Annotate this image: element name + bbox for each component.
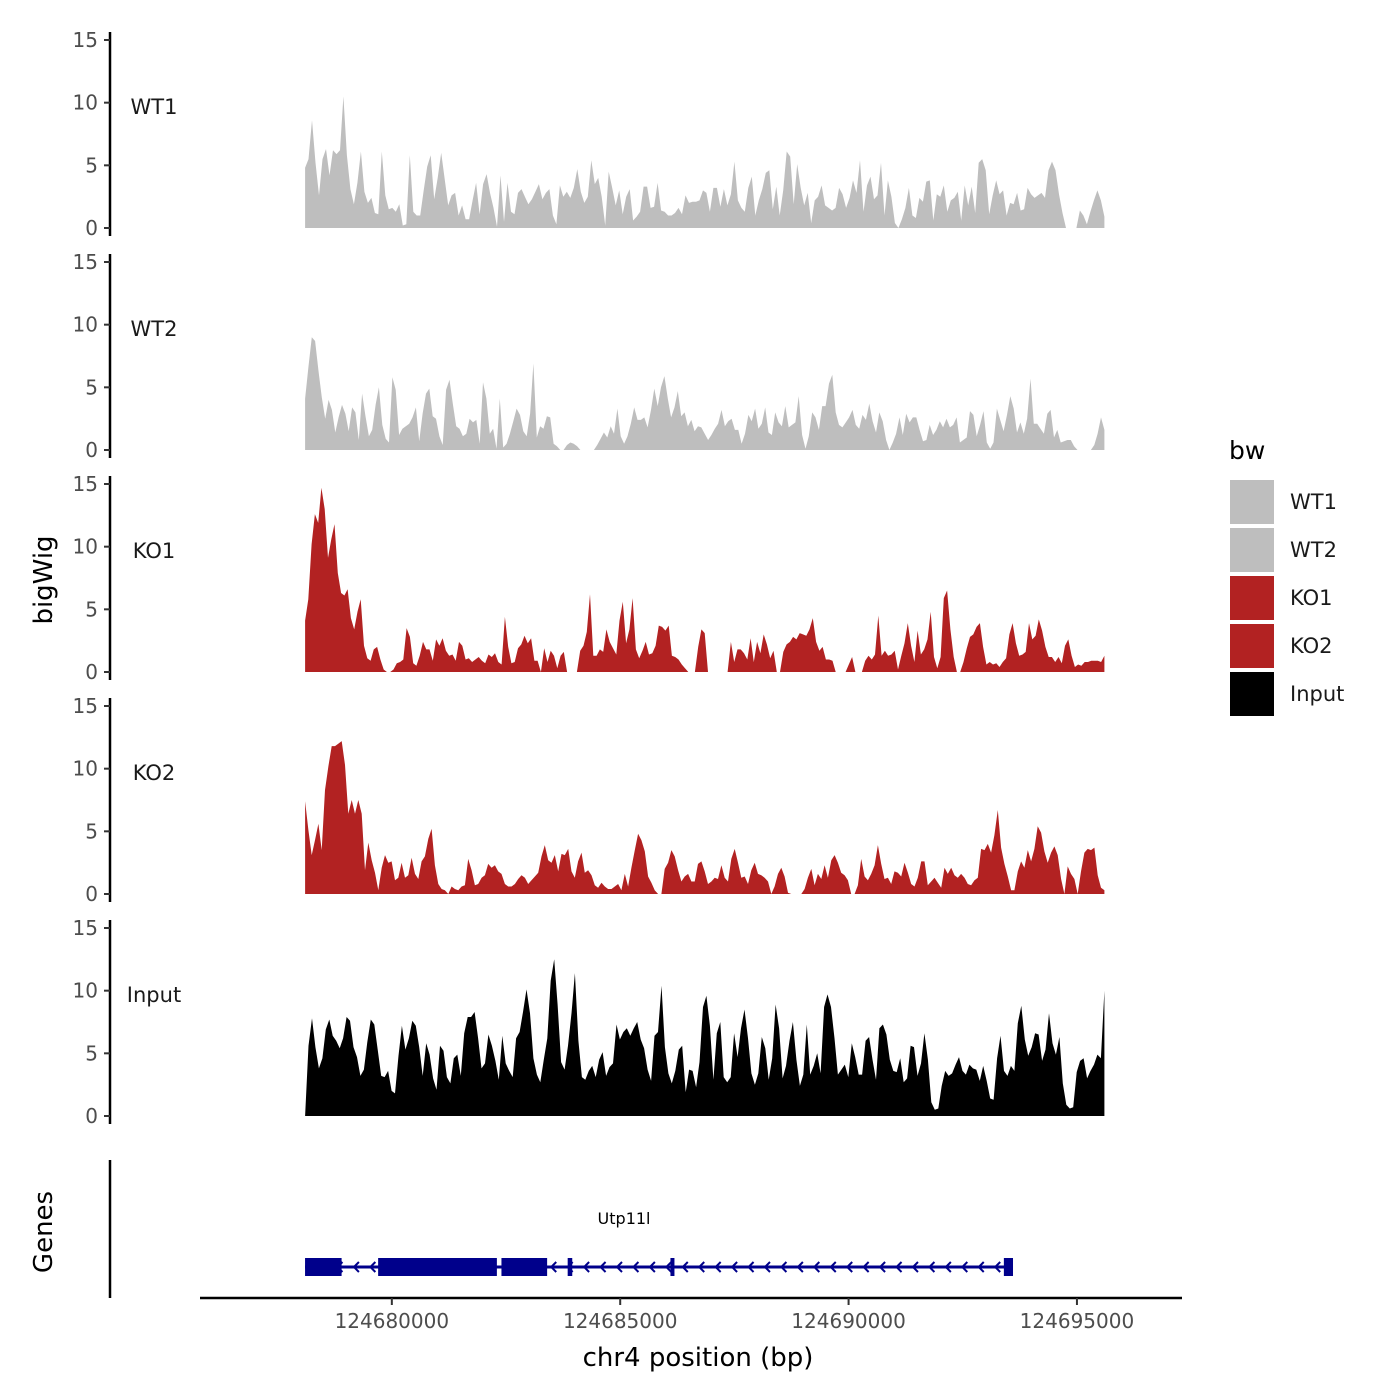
strand-arrow — [368, 1261, 377, 1273]
legend-label: WT1 — [1290, 490, 1337, 514]
y-tick-label: 10 — [73, 535, 98, 559]
legend-swatch — [1230, 672, 1274, 716]
gene-exon — [1003, 1258, 1014, 1276]
strand-arrow — [714, 1261, 722, 1273]
strand-arrow — [845, 1261, 853, 1273]
legend-title: bw — [1229, 436, 1265, 465]
y-tick-label: 5 — [85, 1041, 98, 1065]
y-tick-label: 5 — [85, 819, 98, 843]
strand-arrow — [911, 1261, 919, 1273]
signal-area — [305, 959, 1105, 1116]
legend-swatch — [1230, 480, 1274, 524]
gene-name-label: Utp11l — [598, 1209, 651, 1228]
strand-arrow — [681, 1261, 689, 1273]
track-wt1: 0 5 10 15 WT1 — [73, 28, 1105, 240]
y-tick-label: 15 — [73, 916, 98, 940]
track-ko1: 0 5 10 15 KO1 — [73, 472, 1105, 684]
strand-arrow — [747, 1261, 755, 1273]
signal-area — [305, 487, 1105, 672]
y-axis-title: bigWig — [29, 535, 59, 624]
signal-area — [305, 337, 1105, 450]
strand-arrow — [632, 1261, 640, 1273]
strand-arrow — [730, 1261, 738, 1273]
strand-arrow — [878, 1261, 886, 1273]
legend-swatch — [1230, 528, 1274, 572]
signal-area — [305, 96, 1105, 229]
track-input: 0 5 10 15 Input — [73, 916, 1105, 1128]
strand-arrow — [615, 1261, 623, 1273]
strand-arrow — [895, 1261, 903, 1273]
x-tick-label: 124690000 — [791, 1309, 906, 1333]
legend-swatch — [1230, 576, 1274, 620]
y-tick-label: 5 — [85, 597, 98, 621]
y-tick-label: 5 — [85, 153, 98, 177]
y-tick-label: 10 — [73, 979, 98, 1003]
strand-arrow — [812, 1261, 821, 1273]
strand-arrow — [944, 1261, 952, 1273]
strand-arrow — [780, 1261, 788, 1273]
y-tick-label: 10 — [73, 91, 98, 115]
y-tick-label: 0 — [85, 882, 98, 906]
legend-item-ko1: KO1 — [1230, 576, 1333, 620]
strand-arrow — [582, 1261, 590, 1273]
legend-label: Input — [1290, 682, 1344, 706]
legend: bw WT1 WT2 KO1 KO2 Input — [1229, 436, 1344, 716]
strand-arrow — [599, 1261, 607, 1273]
gene-exon — [305, 1258, 342, 1276]
track-label: Input — [127, 983, 181, 1007]
legend-item-input: Input — [1230, 672, 1344, 716]
track-label: KO1 — [133, 539, 176, 563]
strand-arrow — [664, 1261, 673, 1273]
legend-label: KO2 — [1290, 634, 1333, 658]
y-tick-label: 15 — [73, 694, 98, 718]
gene-exon — [378, 1258, 497, 1276]
y-tick-label: 15 — [73, 472, 98, 496]
y-tick-label: 15 — [73, 28, 98, 52]
strand-arrow — [697, 1261, 705, 1273]
y-tick-label: 5 — [85, 375, 98, 399]
gene-exon — [670, 1258, 675, 1276]
legend-label: WT2 — [1290, 538, 1337, 562]
y-tick-label: 15 — [73, 250, 98, 274]
strand-arrow — [960, 1261, 969, 1273]
strand-arrow — [862, 1261, 870, 1273]
legend-swatch — [1230, 624, 1274, 668]
x-axis-title: chr4 position (bp) — [583, 1343, 814, 1373]
gene-track: Utp11l — [108, 1160, 1014, 1298]
strand-arrow — [763, 1261, 771, 1273]
strand-arrow — [829, 1261, 837, 1273]
track-label: WT1 — [131, 95, 178, 119]
legend-label: KO1 — [1290, 586, 1333, 610]
y-tick-label: 10 — [73, 313, 98, 337]
x-axis: 124680000 124685000 124690000 124695000 — [200, 1296, 1182, 1333]
legend-item-ko2: KO2 — [1230, 624, 1333, 668]
x-tick-label: 124680000 — [335, 1309, 450, 1333]
strand-arrow — [796, 1261, 804, 1273]
strand-arrow — [993, 1261, 1001, 1273]
x-tick-label: 124695000 — [1020, 1309, 1135, 1333]
strand-arrow — [352, 1261, 360, 1273]
signal-area — [305, 741, 1105, 894]
track-wt2: 0 5 10 15 WT2 — [73, 250, 1105, 462]
strand-arrow — [549, 1261, 557, 1273]
track-ko2: 0 5 10 15 KO2 — [73, 694, 1105, 906]
legend-item-wt2: WT2 — [1230, 528, 1337, 572]
y-tick-label: 0 — [85, 660, 98, 684]
strand-arrow — [928, 1261, 936, 1273]
track-label: WT2 — [131, 317, 178, 341]
gene-track-title: Genes — [29, 1191, 59, 1273]
y-tick-label: 0 — [85, 438, 98, 462]
y-tick-label: 0 — [85, 216, 98, 240]
gene-exon — [567, 1258, 573, 1276]
x-tick-label: 124685000 — [563, 1309, 678, 1333]
y-tick-label: 10 — [73, 757, 98, 781]
strand-arrow — [648, 1261, 656, 1273]
legend-item-wt1: WT1 — [1230, 480, 1337, 524]
y-tick-label: 0 — [85, 1104, 98, 1128]
signal-tracks: 0 5 10 15 WT1 0 5 10 15 WT2 0 5 10 15 KO1 0 5 10 15 KO2 0 5 10… — [73, 28, 1105, 1128]
gene-exon — [501, 1258, 548, 1276]
strand-arrow — [977, 1261, 985, 1273]
track-label: KO2 — [133, 761, 176, 785]
